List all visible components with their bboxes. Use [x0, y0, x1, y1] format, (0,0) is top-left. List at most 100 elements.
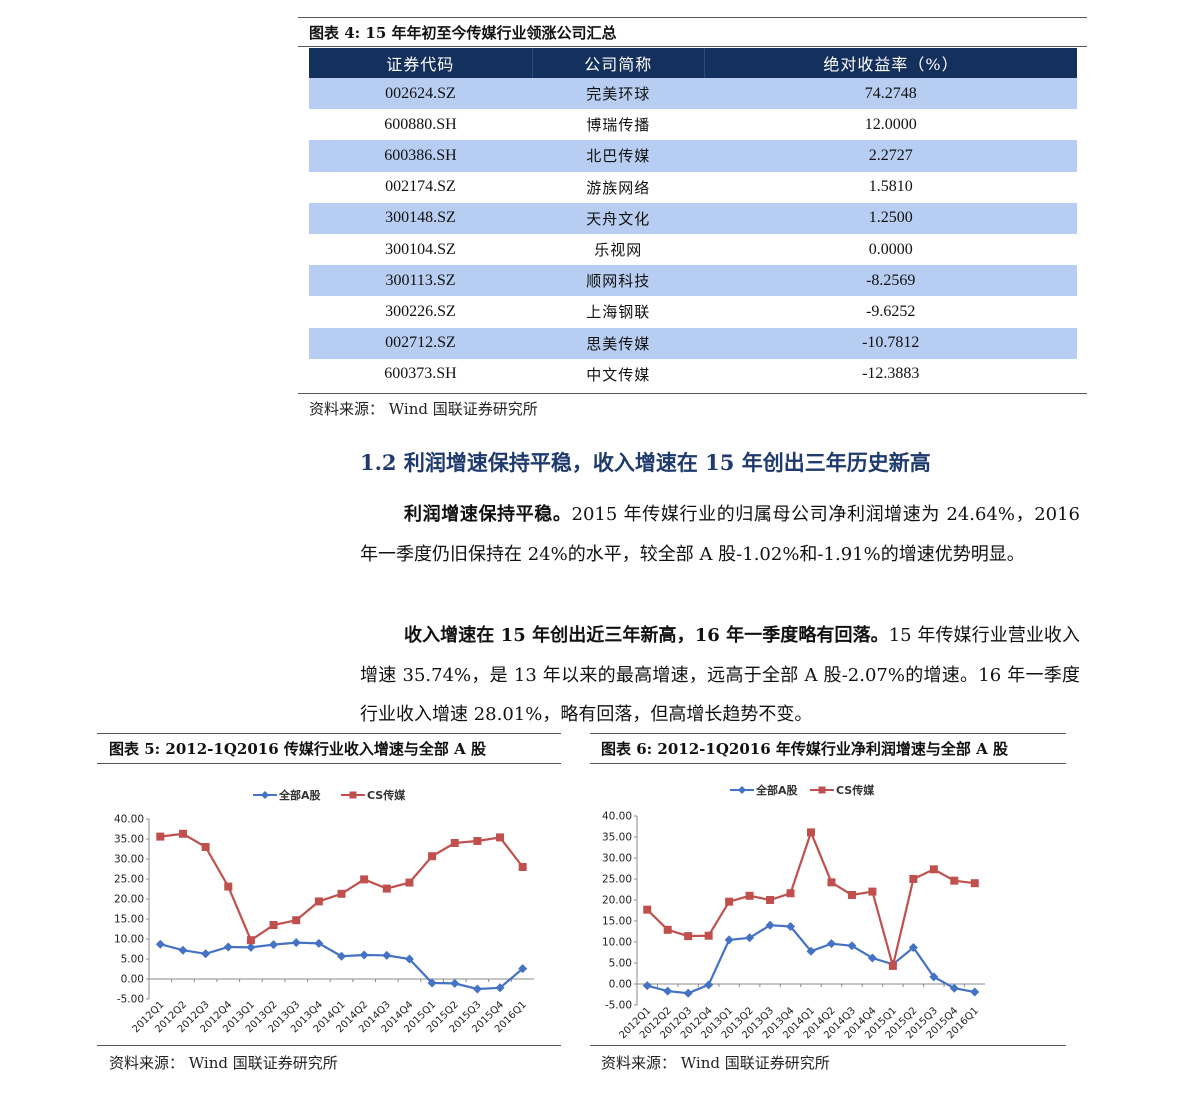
table-row: 300148.SZ 天舟文化 1.2500 — [309, 202, 1077, 234]
data-point — [337, 951, 346, 961]
table-row: 600386.SH 北巴传媒 2.2727 — [309, 140, 1077, 172]
cell-name: 完美环球 — [532, 78, 705, 110]
y-tick-label: 15.00 — [602, 916, 632, 928]
table-row: 002624.SZ 完美环球 74.2748 — [309, 78, 1077, 110]
table-row: 300104.SZ 乐视网 0.0000 — [309, 234, 1077, 265]
cell-name: 北巴传媒 — [532, 140, 705, 172]
chart6-bottom-rule — [590, 1045, 1066, 1046]
cell-code: 002624.SZ — [309, 78, 532, 110]
data-point — [496, 833, 505, 842]
data-point — [246, 942, 256, 952]
data-point — [178, 945, 188, 955]
data-point — [929, 865, 938, 874]
table4-caption: 图表 4: 15 年年初至今传媒行业领涨公司汇总 — [309, 24, 617, 42]
paragraph-revenue-text: 15 年传媒行业营业收入增速 35.74%，是 13 年以来的最高增速，远高于全… — [360, 625, 1080, 725]
cell-code: 600386.SH — [309, 140, 532, 172]
data-point — [405, 878, 414, 887]
data-point — [359, 950, 369, 960]
y-tick-label: 25.00 — [602, 874, 632, 886]
data-point — [908, 942, 918, 952]
data-point — [847, 941, 857, 951]
y-tick-label: -5.00 — [605, 1000, 632, 1012]
data-point — [807, 828, 815, 837]
section-title: 1.2 利润增速保持平稳，收入增速在 15 年创出三年历史新高 — [360, 450, 931, 475]
chart6-source: 资料来源： Wind 国联证券研究所 — [601, 1054, 830, 1072]
data-point — [909, 875, 918, 883]
data-point — [725, 897, 734, 906]
cell-code: 300104.SZ — [385, 240, 456, 258]
y-tick-label: 35.00 — [114, 834, 144, 846]
data-point — [684, 932, 693, 941]
y-tick-label: 10.00 — [114, 934, 144, 946]
cell-return: -12.3883 — [862, 365, 920, 383]
paragraph-revenue: 收入增速在 15 年创出近三年新高，16 年一季度略有回落。15 年传媒行业营业… — [360, 616, 1080, 735]
chart6-caption-rule — [590, 763, 1066, 764]
y-tick-label: 5.00 — [121, 954, 144, 966]
data-point — [949, 983, 959, 993]
paragraph-profit-text: 2015 年传媒行业的归属母公司净利润增速为 24.64%，2016 年一季度仍… — [360, 504, 1081, 565]
cell-return: 1.2500 — [704, 202, 1077, 234]
cell-name: 顺网科技 — [532, 265, 705, 297]
data-point — [246, 936, 255, 945]
table4-body: 002624.SZ 完美环球 74.2748 600880.SH 博瑞传播 12.0000… — [309, 78, 1077, 390]
data-point — [472, 984, 482, 994]
y-tick-label: 0.00 — [121, 974, 144, 986]
data-point — [292, 916, 301, 925]
data-point — [827, 878, 836, 887]
data-point — [201, 949, 211, 959]
paragraph-profit-lead: 利润增速保持平稳。 — [404, 504, 572, 525]
data-point — [404, 954, 414, 964]
data-point — [178, 829, 187, 838]
data-point — [360, 875, 369, 884]
chart5-caption-rule — [97, 763, 561, 764]
data-point — [223, 942, 233, 952]
series-line — [646, 829, 975, 967]
cell-code: 300113.SZ — [309, 265, 532, 297]
table-row: 002712.SZ 思美传媒 -10.7812 — [309, 327, 1077, 359]
paragraph-profit: 利润增速保持平稳。2015 年传媒行业的归属母公司净利润增速为 24.64%，2… — [360, 495, 1080, 574]
table4-header-name: 公司简称 — [531, 48, 705, 78]
cell-name: 乐视网 — [594, 241, 643, 260]
data-point — [518, 964, 528, 974]
data-point — [970, 987, 980, 997]
table4-header-row: 证券代码 公司简称 绝对收益率（%） — [309, 48, 1077, 78]
y-tick-label: 40.00 — [602, 811, 632, 823]
table4-source: 资料来源： Wind 国联证券研究所 — [309, 400, 538, 418]
data-point — [428, 852, 437, 861]
data-point — [929, 972, 939, 982]
table-row: 002174.SZ 游族网络 1.5810 — [309, 172, 1077, 203]
cell-code: 002712.SZ — [309, 327, 532, 359]
table-row: 600373.SH 中文传媒 -12.3883 — [309, 359, 1077, 390]
chart5-top-rule — [97, 733, 561, 734]
data-point — [450, 978, 460, 988]
y-tick-label: 5.00 — [609, 958, 632, 970]
data-point — [868, 887, 877, 896]
data-point — [724, 935, 734, 945]
data-point — [970, 879, 979, 888]
legend-entry: 全部A股 — [730, 783, 799, 797]
cell-name: 博瑞传播 — [586, 116, 651, 135]
data-point — [224, 882, 233, 891]
data-point — [826, 939, 836, 949]
y-tick-label: 20.00 — [114, 894, 144, 906]
cell-return: -9.6252 — [866, 302, 916, 320]
data-point — [806, 946, 816, 956]
data-point — [745, 891, 754, 900]
cell-code: 600373.SH — [384, 365, 457, 383]
data-point — [450, 839, 459, 847]
series-line — [160, 941, 524, 991]
cell-return: 0.0000 — [868, 240, 913, 258]
legend-entry: CS传媒 — [341, 788, 406, 802]
data-point — [337, 889, 346, 898]
data-point — [888, 961, 897, 970]
data-point — [765, 920, 775, 930]
cell-return: -8.2569 — [704, 265, 1077, 297]
data-point — [314, 897, 323, 906]
data-point — [847, 890, 856, 899]
cell-name: 游族网络 — [586, 178, 651, 197]
y-tick-label: 40.00 — [114, 814, 144, 826]
table4-top-rule — [298, 17, 1087, 18]
data-point — [704, 931, 713, 940]
cell-return: 1.5810 — [868, 178, 913, 196]
chart5-bottom-rule — [97, 1045, 561, 1046]
